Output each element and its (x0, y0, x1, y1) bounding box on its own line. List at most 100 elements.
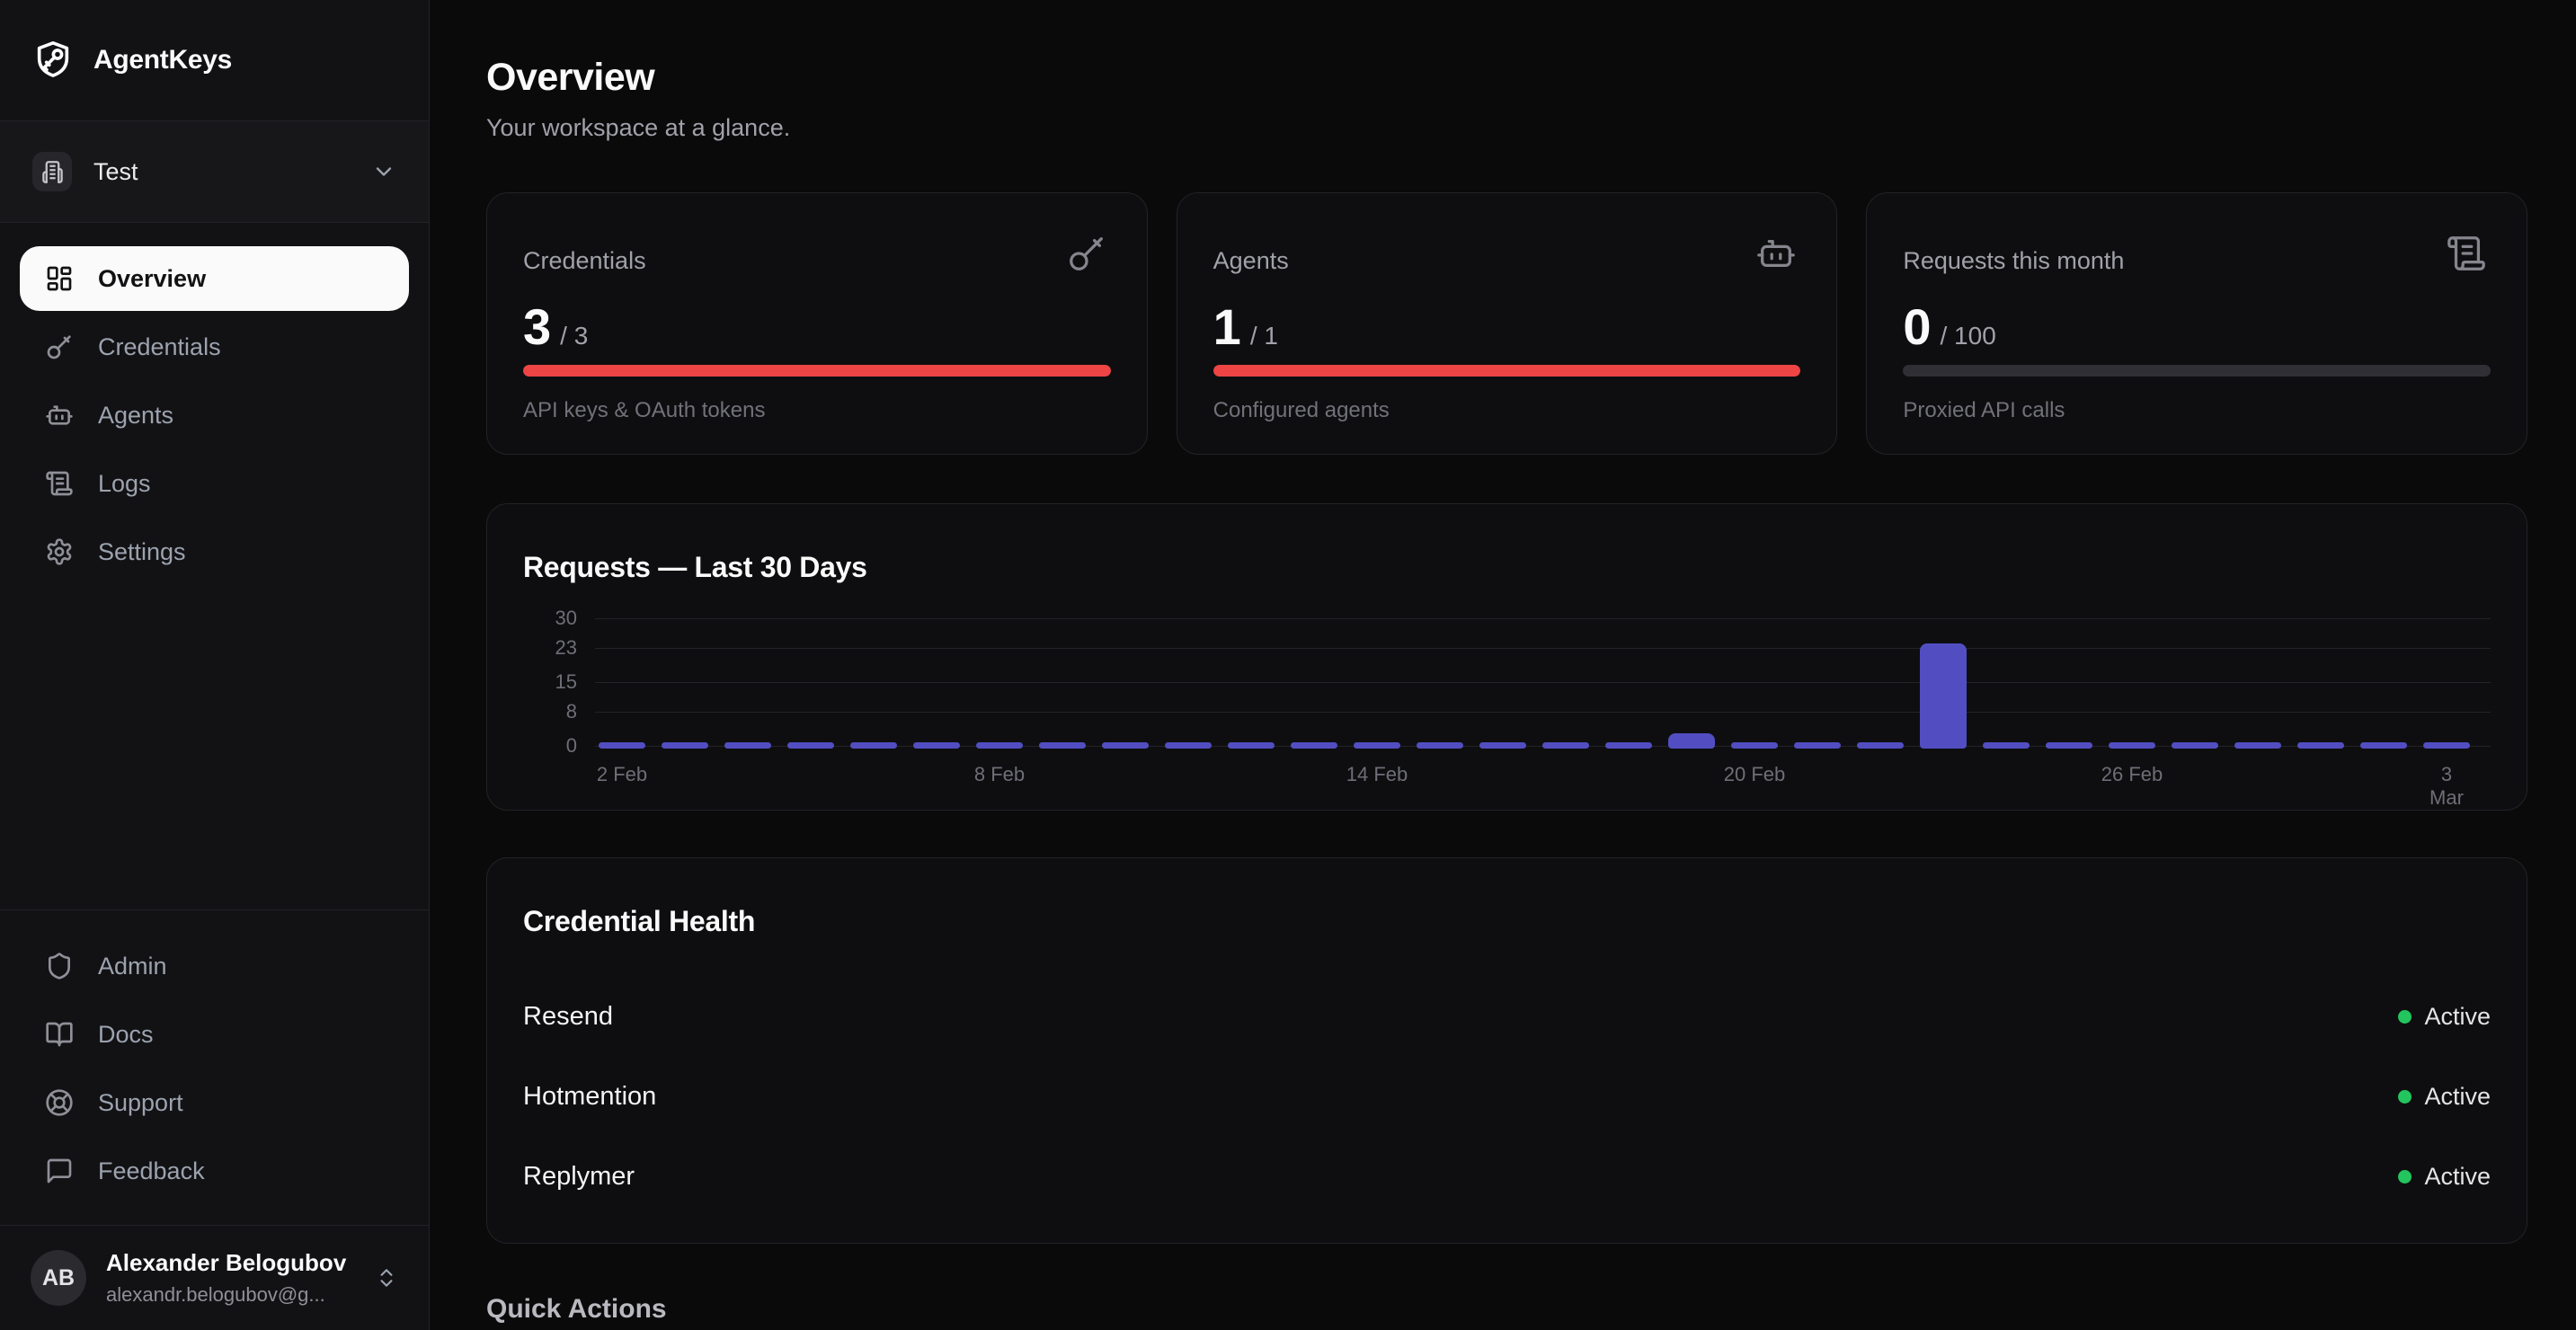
user-meta: Alexander Belogubov alexandr.belogubov@g… (106, 1249, 346, 1307)
stat-progress-bar (523, 365, 1111, 377)
scroll-icon (2446, 233, 2487, 274)
sidebar-item-label: Support (98, 1088, 183, 1116)
sidebar-item-support[interactable]: Support (20, 1070, 409, 1135)
lifebuoy-icon (45, 1088, 74, 1117)
chart-bar-12-feb (1228, 742, 1275, 749)
chart-bar-1-mar (2297, 742, 2344, 749)
sidebar-item-label: Credentials (98, 332, 221, 360)
workspace-name: Test (93, 157, 138, 185)
health-title: Credential Health (523, 905, 756, 937)
sidebar-item-feedback[interactable]: Feedback (20, 1139, 409, 1203)
requests-bar-chart: 0 8 15 23 30 2 Feb 8 Feb 14 Feb 20 Feb 26 Feb 3 Ma… (487, 504, 2527, 810)
robot-icon (1755, 233, 1797, 274)
sidebar-item-logs[interactable]: Logs (20, 451, 409, 516)
chart-bar-3-feb (662, 742, 708, 749)
book-open-icon (45, 1020, 74, 1049)
sidebar-item-label: Logs (98, 469, 151, 497)
chart-bar-6-feb (850, 742, 897, 749)
chart-bar-13-feb (1291, 742, 1337, 749)
chart-bar-26-feb (2109, 742, 2155, 749)
chart-bar-22-feb (1857, 742, 1904, 749)
gear-icon (45, 537, 74, 566)
sidebar-item-label: Admin (98, 952, 167, 980)
chart-bar-28-feb (2234, 742, 2281, 749)
y-axis-tick: 30 (555, 607, 577, 629)
key-icon (1066, 233, 1107, 274)
primary-nav: Overview Credentials Agents Logs Settings (0, 223, 429, 607)
workspace-selector[interactable]: Test (0, 121, 429, 223)
stat-caption: API keys & OAuth tokens (523, 398, 766, 422)
dashboard-icon (45, 264, 74, 293)
x-axis-tick: 3 Mar (2429, 763, 2464, 809)
sidebar-item-label: Settings (98, 537, 186, 565)
y-axis-tick: 23 (555, 636, 577, 660)
key-icon (45, 332, 74, 361)
chart-bar-5-feb (787, 742, 834, 749)
status-label: Active (2424, 1163, 2491, 1190)
x-axis-tick: 20 Feb (1723, 763, 1786, 785)
chart-bar-4-feb (724, 742, 771, 749)
y-axis-tick: 15 (555, 670, 577, 693)
sidebar-item-agents[interactable]: Agents (20, 383, 409, 448)
gridline (595, 682, 2491, 683)
health-rows: Resend Active Hotmention Active Replymer Acti… (523, 977, 2491, 1217)
stat-title: Agents (1212, 247, 1289, 274)
gridline (595, 618, 2491, 619)
chevron-down-icon (371, 159, 396, 184)
building-icon (32, 152, 72, 191)
stat-card-requests-this-month: Requests this month 0/ 100 Proxied API cal… (1866, 192, 2527, 455)
chart-bar-16-feb (1479, 742, 1526, 749)
stat-caption: Proxied API calls (1903, 398, 2065, 422)
y-axis-tick: 0 (565, 734, 577, 757)
logo[interactable]: AgentKeys (0, 0, 429, 121)
shield-icon (45, 952, 74, 980)
sidebar-item-docs[interactable]: Docs (20, 1002, 409, 1067)
stat-card-agents: Agents 1/ 1 Configured agents (1176, 192, 1838, 455)
chart-bar-24-feb (1983, 742, 2030, 749)
credential-name: Replymer (523, 1162, 635, 1191)
chart-bar-7-feb (913, 742, 960, 749)
quick-actions-title: Quick Actions (486, 1294, 667, 1324)
requests-chart-card: Requests — Last 30 Days 0 8 15 23 30 2 Feb 8 F… (486, 503, 2527, 811)
chart-bar-10-feb (1102, 742, 1149, 749)
page-subtitle: Your workspace at a glance. (486, 114, 791, 141)
status-badge: Active (2398, 1163, 2491, 1191)
sidebar-item-label: Agents (98, 401, 174, 429)
chart-bar-11-feb (1165, 742, 1212, 749)
chart-bar-23-feb (1920, 643, 1967, 749)
health-row-replymer: Replymer Active (523, 1137, 2491, 1217)
chart-bar-9-feb (1039, 742, 1086, 749)
sidebar-item-credentials[interactable]: Credentials (20, 315, 409, 379)
chart-bar-15-feb (1417, 742, 1463, 749)
stat-value: 3/ 3 (523, 298, 589, 355)
sidebar-item-label: Docs (98, 1020, 154, 1048)
stat-caption: Configured agents (1212, 398, 1390, 422)
chart-bar-27-feb (2172, 742, 2218, 749)
stat-title: Credentials (523, 247, 646, 274)
status-dot-icon (2398, 1090, 2412, 1104)
sidebar-item-admin[interactable]: Admin (20, 934, 409, 998)
y-axis-tick: 8 (565, 700, 577, 723)
sidebar: AgentKeys Test Overview Credentials Agents… (0, 0, 430, 1330)
chart-title: Requests — Last 30 Days (523, 551, 867, 583)
sidebar-item-settings[interactable]: Settings (20, 519, 409, 584)
sidebar-item-label: Feedback (98, 1157, 205, 1184)
user-menu[interactable]: AB Alexander Belogubov alexandr.belogubo… (0, 1225, 429, 1330)
chart-bar-19-feb (1668, 732, 1715, 749)
health-row-resend: Resend Active (523, 977, 2491, 1057)
stat-card-credentials: Credentials 3/ 3 API keys & OAuth tokens (486, 192, 1148, 455)
chart-bar-8-feb (976, 742, 1023, 749)
status-label: Active (2424, 1003, 2491, 1030)
credential-name: Resend (523, 1002, 613, 1031)
message-icon (45, 1157, 74, 1185)
app-name: AgentKeys (93, 45, 233, 75)
sidebar-item-overview[interactable]: Overview (20, 246, 409, 311)
credential-name: Hotmention (523, 1082, 657, 1111)
chart-bar-2-mar (2360, 742, 2407, 749)
sidebar-spacer (0, 607, 429, 909)
x-axis-tick: 2 Feb (596, 763, 648, 785)
status-dot-icon (2398, 1010, 2412, 1024)
gridline (595, 648, 2491, 650)
avatar: AB (31, 1250, 86, 1306)
